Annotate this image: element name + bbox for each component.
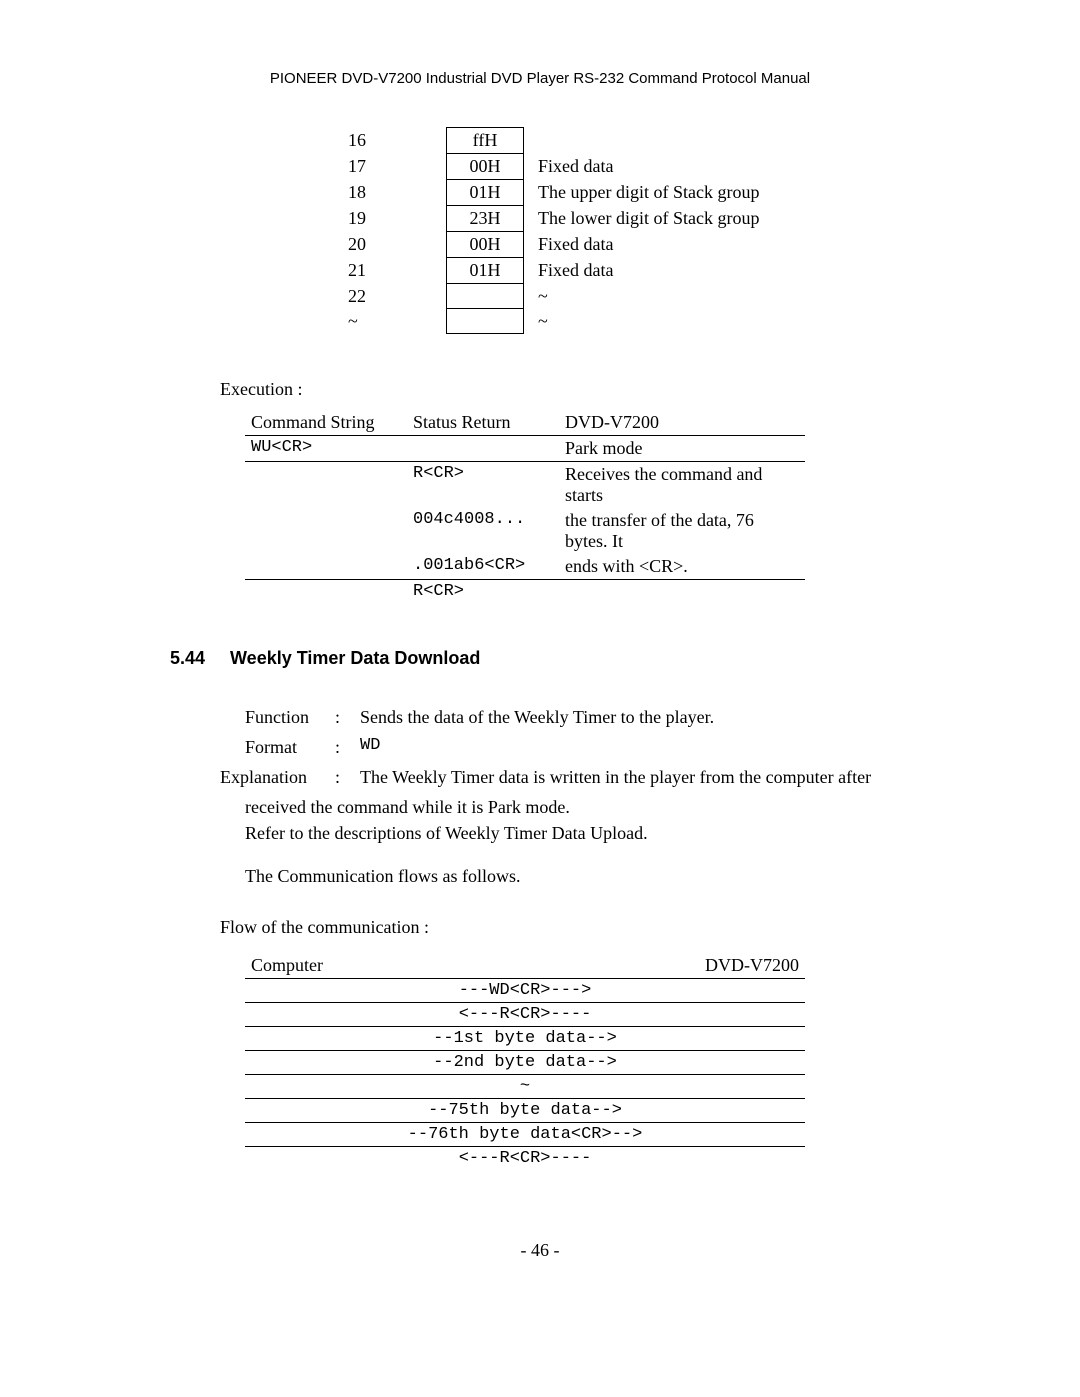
- flow-table: Computer DVD-V7200 ---WD<CR>---><---R<CR…: [245, 953, 805, 1170]
- exec-status: 004c4008...: [407, 508, 559, 554]
- byte-num: 20: [340, 232, 447, 258]
- section-title: Weekly Timer Data Download: [230, 648, 480, 668]
- exec-hdr-dvd: DVD-V7200: [559, 410, 805, 436]
- function-value: Sends the data of the Weekly Timer to th…: [360, 704, 970, 730]
- flow-hdr-left: Computer: [245, 953, 493, 979]
- byte-num: 18: [340, 180, 447, 206]
- byte-desc: Fixed data: [524, 232, 768, 258]
- exec-status: .001ab6<CR>: [407, 554, 559, 580]
- flow-label: Flow of the communication :: [220, 917, 970, 938]
- exec-cmd: [245, 580, 407, 604]
- exec-status: R<CR>: [407, 462, 559, 509]
- exec-hdr-cmd: Command String: [245, 410, 407, 436]
- flow-step: --1st byte data-->: [245, 1027, 805, 1051]
- exec-dvd: Receives the command and starts: [559, 462, 805, 509]
- page: PIONEER DVD-V7200 Industrial DVD Player …: [0, 0, 1080, 1311]
- section-number: 5.44: [170, 648, 225, 669]
- explanation-line2: received the command while it is Park mo…: [245, 794, 970, 820]
- exec-cmd: [245, 554, 407, 580]
- byte-hex: 23H: [447, 206, 524, 232]
- explanation-label: Explanation: [220, 764, 335, 790]
- format-value: WD: [360, 734, 970, 760]
- execution-label: Execution :: [220, 379, 970, 400]
- definition-block: Function : Sends the data of the Weekly …: [245, 704, 970, 760]
- byte-desc: Fixed data: [524, 258, 768, 284]
- byte-hex: [447, 284, 524, 309]
- page-header: PIONEER DVD-V7200 Industrial DVD Player …: [110, 70, 970, 87]
- flow-step: <---R<CR>----: [245, 1147, 805, 1171]
- flow-step: --76th byte data<CR>-->: [245, 1123, 805, 1147]
- exec-status: R<CR>: [407, 580, 559, 604]
- exec-dvd: Park mode: [559, 436, 805, 462]
- byte-desc: Fixed data: [524, 154, 768, 180]
- format-label: Format: [245, 734, 335, 760]
- byte-num: 22: [340, 284, 447, 309]
- byte-num: 16: [340, 128, 447, 154]
- byte-hex: [447, 309, 524, 334]
- exec-dvd: [559, 580, 805, 604]
- byte-table: 16ffH1700HFixed data1801HThe upper digit…: [340, 127, 767, 334]
- flow-step: <---R<CR>----: [245, 1003, 805, 1027]
- page-number: - 46 -: [110, 1240, 970, 1261]
- section-heading: 5.44 Weekly Timer Data Download: [170, 648, 970, 669]
- byte-num: 17: [340, 154, 447, 180]
- function-label: Function: [245, 704, 335, 730]
- explanation-line1: The Weekly Timer data is written in the …: [360, 764, 970, 790]
- exec-status: [407, 436, 559, 462]
- byte-desc: The upper digit of Stack group: [524, 180, 768, 206]
- exec-dvd: ends with <CR>.: [559, 554, 805, 580]
- byte-hex: ffH: [447, 128, 524, 154]
- flow-step: ~: [245, 1075, 805, 1099]
- flow-hdr-right: DVD-V7200: [493, 953, 805, 979]
- communication-para: The Communication flows as follows.: [245, 866, 970, 887]
- exec-dvd: the transfer of the data, 76 bytes. It: [559, 508, 805, 554]
- byte-desc: ~: [524, 284, 768, 309]
- byte-num: ~: [340, 309, 447, 334]
- byte-hex: 00H: [447, 232, 524, 258]
- byte-hex: 00H: [447, 154, 524, 180]
- execution-table: Command String Status Return DVD-V7200 W…: [245, 410, 805, 603]
- byte-hex: 01H: [447, 258, 524, 284]
- exec-cmd: WU<CR>: [245, 436, 407, 462]
- exec-cmd: [245, 462, 407, 509]
- flow-step: --75th byte data-->: [245, 1099, 805, 1123]
- exec-hdr-status: Status Return: [407, 410, 559, 436]
- byte-desc: The lower digit of Stack group: [524, 206, 768, 232]
- byte-hex: 01H: [447, 180, 524, 206]
- byte-num: 19: [340, 206, 447, 232]
- exec-cmd: [245, 508, 407, 554]
- byte-desc: ~: [524, 309, 768, 334]
- byte-desc: [524, 128, 768, 154]
- flow-step: --2nd byte data-->: [245, 1051, 805, 1075]
- explanation-line3: Refer to the descriptions of Weekly Time…: [245, 820, 970, 846]
- byte-num: 21: [340, 258, 447, 284]
- flow-step: ---WD<CR>--->: [245, 979, 805, 1003]
